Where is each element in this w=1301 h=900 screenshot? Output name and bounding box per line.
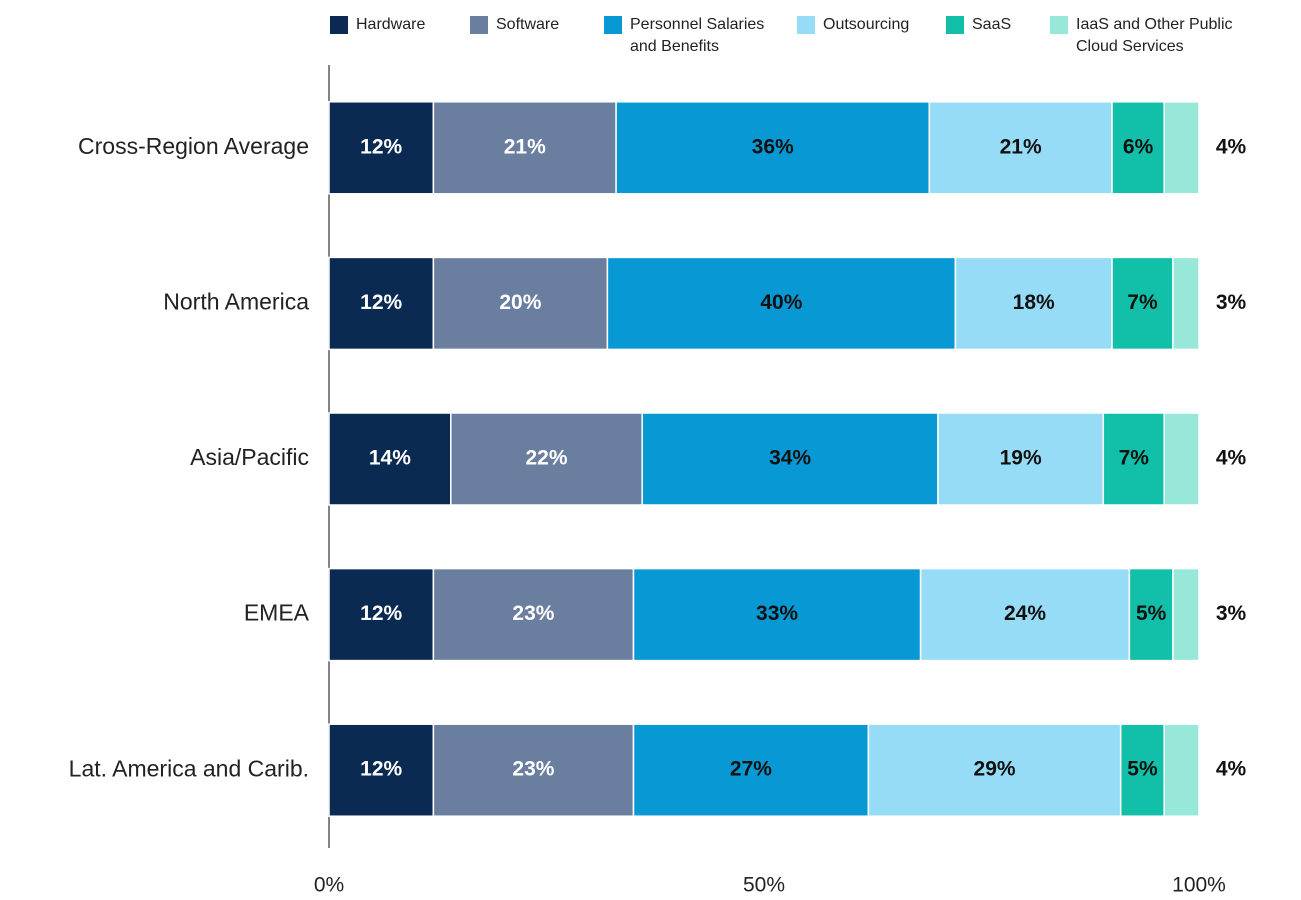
data-label: 6% (1123, 135, 1154, 158)
bar-segment (1163, 412, 1200, 506)
y-tick-label: Cross-Region Average (78, 133, 309, 159)
data-label: 21% (504, 135, 546, 158)
x-tick-label: 100% (1172, 874, 1226, 897)
data-label: 7% (1127, 291, 1158, 314)
y-tick-label: EMEA (244, 600, 310, 626)
data-label: 18% (1013, 291, 1055, 314)
data-label: 12% (360, 602, 402, 625)
data-label: 12% (360, 291, 402, 314)
bar-segment (1119, 723, 1165, 817)
data-label: 4% (1216, 758, 1247, 781)
bar-segment (1111, 256, 1174, 351)
data-label: 19% (1000, 447, 1042, 470)
data-label: 22% (525, 447, 567, 470)
bar-segment (328, 567, 435, 662)
data-label: 29% (974, 758, 1016, 781)
bar-segment (432, 256, 609, 351)
bar-segment (919, 567, 1131, 662)
bar-segment (954, 256, 1113, 351)
legend-swatch (470, 16, 488, 34)
data-label: 24% (1004, 602, 1046, 625)
bar-segment (328, 101, 435, 195)
legend-label: IaaS and Other Public Cloud Services (1076, 16, 1233, 55)
bar-segment (632, 567, 922, 662)
legend-label: Outsourcing (823, 16, 910, 33)
legend-label: Personnel Salaries and Benefits (630, 16, 765, 55)
legend-item: Software (470, 14, 590, 36)
data-label: 20% (499, 291, 541, 314)
bar-segment (867, 723, 1122, 817)
data-label: 33% (756, 602, 798, 625)
legend-label: Software (496, 16, 560, 33)
legend-label: Hardware (356, 16, 426, 33)
bar-segment (1163, 723, 1200, 817)
bar-segment (432, 101, 617, 195)
bar-segment (450, 412, 643, 506)
data-label: 5% (1136, 602, 1167, 625)
data-label: 23% (512, 602, 554, 625)
legend-item: Hardware (330, 14, 460, 36)
legend-swatch (330, 16, 348, 34)
bar-segment (1111, 101, 1165, 195)
bar-segment (1102, 412, 1165, 506)
data-label: 3% (1216, 602, 1247, 625)
bar-segment (432, 567, 635, 662)
legend-item: Personnel Salaries and Benefits (604, 14, 784, 58)
bar-segment (328, 723, 435, 817)
data-label: 5% (1127, 758, 1158, 781)
data-label: 3% (1216, 291, 1247, 314)
data-label: 34% (769, 447, 811, 470)
legend-item: Outsourcing (797, 14, 937, 36)
data-label: 23% (512, 758, 554, 781)
data-label: 4% (1216, 447, 1247, 470)
x-tick-label: 50% (743, 874, 785, 897)
data-label: 27% (730, 758, 772, 781)
legend-swatch (604, 16, 622, 34)
y-tick-label: Asia/Pacific (190, 444, 309, 470)
data-label: 12% (360, 758, 402, 781)
data-label: 7% (1119, 447, 1150, 470)
bar-segment (1172, 567, 1200, 662)
y-tick-label: Lat. America and Carib. (69, 755, 309, 781)
legend-swatch (797, 16, 815, 34)
legend-swatch (1050, 16, 1068, 34)
legend-item: SaaS (946, 14, 1036, 36)
bar-segment (606, 256, 957, 351)
bar-segment (432, 723, 635, 817)
data-label: 12% (360, 135, 402, 158)
bar-segment (328, 412, 452, 506)
bar-segment (1163, 101, 1200, 195)
bar-segment (1172, 256, 1200, 351)
data-label: 40% (760, 291, 802, 314)
legend-label: SaaS (972, 16, 1012, 33)
y-tick-label: North America (163, 288, 309, 314)
legend-swatch (946, 16, 964, 34)
data-label: 36% (752, 135, 794, 158)
x-tick-label: 0% (314, 874, 344, 897)
data-label: 14% (369, 447, 411, 470)
data-label: 4% (1216, 135, 1247, 158)
legend-item: IaaS and Other Public Cloud Services (1050, 14, 1250, 58)
data-label: 21% (1000, 135, 1042, 158)
bar-segment (641, 412, 939, 506)
bar-segment (1128, 567, 1174, 662)
